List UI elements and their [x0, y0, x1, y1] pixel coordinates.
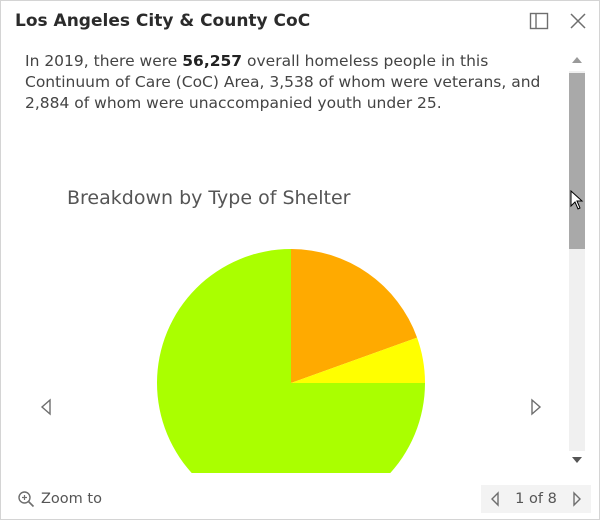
popup-title: Los Angeles City & County CoC [15, 11, 311, 31]
close-icon[interactable] [567, 10, 589, 32]
scroll-thumb[interactable] [569, 73, 585, 249]
popup-footer: Zoom to 1 of 8 [1, 477, 600, 520]
feature-pager: 1 of 8 [481, 485, 591, 513]
scroll-up-icon[interactable] [571, 55, 583, 65]
scrollbar[interactable] [567, 51, 587, 471]
mouse-cursor-icon [570, 190, 584, 210]
pie-slice-2[interactable] [291, 337, 425, 383]
pager-text: 1 of 8 [515, 491, 557, 507]
pager-next-icon[interactable] [571, 491, 583, 507]
zoom-to-label: Zoom to [41, 491, 102, 507]
magnifier-plus-icon [18, 491, 35, 508]
chart-title: Breakdown by Type of Shelter [67, 187, 351, 209]
chevron-left-icon[interactable] [39, 398, 53, 416]
chevron-right-icon[interactable] [529, 398, 543, 416]
summary-suffix: overall homeless people in this Continuu… [25, 52, 541, 112]
summary-text: In 2019, there were 56,257 overall homel… [25, 51, 555, 114]
summary-count: 56,257 [182, 52, 243, 70]
pie-chart [157, 249, 425, 473]
summary-prefix: In 2019, there were [25, 52, 183, 70]
pager-prev-icon[interactable] [489, 491, 501, 507]
scroll-down-icon[interactable] [571, 455, 583, 465]
zoom-to-button[interactable]: Zoom to [17, 489, 102, 509]
pie-slice-3[interactable] [157, 249, 425, 473]
pie-slice-1[interactable] [291, 249, 418, 383]
dock-icon[interactable] [529, 11, 549, 31]
popup-header: Los Angeles City & County CoC [1, 1, 600, 43]
popup-content: In 2019, there were 56,257 overall homel… [1, 43, 567, 473]
